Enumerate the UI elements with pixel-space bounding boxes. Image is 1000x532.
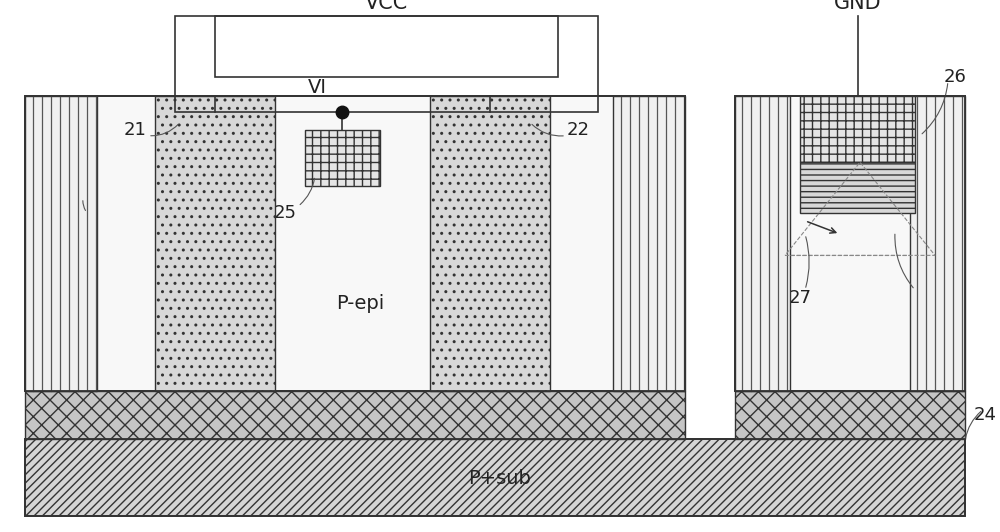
Text: GND: GND <box>834 0 881 13</box>
Text: 27: 27 <box>788 289 812 307</box>
Bar <box>25 439 965 516</box>
Bar <box>25 96 685 391</box>
Text: 26: 26 <box>944 68 966 86</box>
Bar <box>800 96 915 162</box>
Bar <box>735 391 965 439</box>
Bar <box>613 96 685 391</box>
Text: P+sub: P+sub <box>469 469 531 488</box>
Bar <box>25 96 685 391</box>
Bar <box>800 162 915 213</box>
Bar <box>430 96 550 391</box>
Bar <box>910 96 965 391</box>
Text: 21: 21 <box>124 121 146 139</box>
Text: 25: 25 <box>274 204 296 222</box>
Bar <box>735 96 965 391</box>
Bar <box>175 16 598 112</box>
Text: P-epi: P-epi <box>336 294 384 313</box>
Bar <box>25 391 685 439</box>
Bar <box>735 96 965 391</box>
Text: VCC: VCC <box>365 0 408 13</box>
Text: VI: VI <box>308 78 327 97</box>
Bar <box>25 96 97 391</box>
Text: 24: 24 <box>974 406 996 424</box>
Bar <box>305 130 380 186</box>
Bar <box>215 16 558 77</box>
Bar <box>735 96 790 391</box>
Text: 22: 22 <box>566 121 590 139</box>
Text: 28: 28 <box>909 289 931 307</box>
Bar <box>25 439 965 516</box>
Text: 23: 23 <box>54 185 76 203</box>
Bar <box>155 96 275 391</box>
